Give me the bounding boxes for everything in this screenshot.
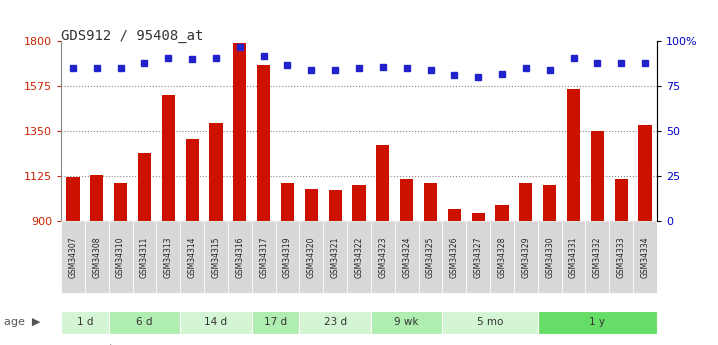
Bar bbox=[567, 89, 580, 221]
Text: GSM34321: GSM34321 bbox=[331, 236, 340, 278]
Text: GSM34325: GSM34325 bbox=[426, 236, 435, 278]
Text: GSM34332: GSM34332 bbox=[593, 236, 602, 278]
Bar bbox=[395, 221, 419, 293]
Bar bbox=[228, 221, 252, 293]
Bar bbox=[85, 221, 108, 293]
Text: GSM34330: GSM34330 bbox=[545, 236, 554, 278]
Bar bbox=[347, 221, 371, 293]
Bar bbox=[561, 221, 585, 293]
Bar bbox=[180, 310, 252, 334]
Bar bbox=[90, 175, 103, 221]
Text: 6 d: 6 d bbox=[136, 317, 153, 327]
Text: GDS912 / 95408_at: GDS912 / 95408_at bbox=[61, 29, 203, 43]
Text: GSM34308: GSM34308 bbox=[93, 236, 101, 278]
Bar bbox=[424, 183, 437, 221]
Bar bbox=[276, 221, 299, 293]
Bar bbox=[371, 310, 442, 334]
Bar bbox=[633, 221, 657, 293]
Bar bbox=[538, 221, 561, 293]
Bar bbox=[442, 221, 466, 293]
Text: 17 d: 17 d bbox=[264, 317, 287, 327]
Bar bbox=[233, 43, 246, 221]
Bar bbox=[304, 189, 318, 221]
Bar bbox=[610, 221, 633, 293]
Bar bbox=[472, 213, 485, 221]
Bar bbox=[538, 310, 657, 334]
Text: GSM34334: GSM34334 bbox=[640, 236, 650, 278]
Text: 1 y: 1 y bbox=[589, 317, 605, 327]
Bar bbox=[490, 221, 514, 293]
Bar bbox=[204, 221, 228, 293]
Bar bbox=[543, 185, 556, 221]
Bar bbox=[61, 221, 85, 293]
Bar bbox=[371, 221, 395, 293]
Bar bbox=[442, 310, 538, 334]
Bar bbox=[376, 145, 389, 221]
Bar bbox=[138, 153, 151, 221]
Text: GSM34333: GSM34333 bbox=[617, 236, 625, 278]
Bar bbox=[400, 179, 414, 221]
Bar bbox=[329, 190, 342, 221]
Bar bbox=[133, 221, 157, 293]
Bar bbox=[66, 177, 80, 221]
Text: GSM34307: GSM34307 bbox=[68, 236, 78, 278]
Bar bbox=[299, 221, 323, 293]
Bar bbox=[61, 310, 108, 334]
Bar bbox=[252, 221, 276, 293]
Text: GSM34331: GSM34331 bbox=[569, 236, 578, 278]
Bar bbox=[108, 310, 180, 334]
Text: GSM34327: GSM34327 bbox=[474, 236, 482, 278]
Bar bbox=[585, 221, 610, 293]
Text: GSM34326: GSM34326 bbox=[450, 236, 459, 278]
Text: GSM34310: GSM34310 bbox=[116, 236, 125, 278]
Text: GSM34315: GSM34315 bbox=[212, 236, 220, 278]
Text: GSM34313: GSM34313 bbox=[164, 236, 173, 278]
Text: GSM34314: GSM34314 bbox=[187, 236, 197, 278]
Text: 14 d: 14 d bbox=[205, 317, 228, 327]
Bar bbox=[162, 95, 175, 221]
Bar bbox=[157, 221, 180, 293]
Bar bbox=[210, 123, 223, 221]
Text: 9 wk: 9 wk bbox=[394, 317, 419, 327]
Bar bbox=[323, 221, 347, 293]
Text: count: count bbox=[82, 344, 113, 345]
Bar bbox=[514, 221, 538, 293]
Bar bbox=[108, 221, 133, 293]
Text: 5 mo: 5 mo bbox=[477, 317, 503, 327]
Text: GSM34316: GSM34316 bbox=[236, 236, 244, 278]
Bar bbox=[252, 310, 299, 334]
Text: GSM34323: GSM34323 bbox=[378, 236, 387, 278]
Bar bbox=[495, 205, 508, 221]
Text: GSM34317: GSM34317 bbox=[259, 236, 268, 278]
Text: GSM34319: GSM34319 bbox=[283, 236, 292, 278]
Bar bbox=[353, 185, 365, 221]
Text: GSM34322: GSM34322 bbox=[355, 236, 363, 278]
Text: GSM34320: GSM34320 bbox=[307, 236, 316, 278]
Bar bbox=[519, 183, 533, 221]
Text: GSM34328: GSM34328 bbox=[498, 236, 506, 278]
Bar bbox=[185, 139, 199, 221]
Text: GSM34324: GSM34324 bbox=[402, 236, 411, 278]
Text: age  ▶: age ▶ bbox=[4, 317, 40, 327]
Text: 23 d: 23 d bbox=[324, 317, 347, 327]
Text: GSM34311: GSM34311 bbox=[140, 236, 149, 278]
Bar bbox=[419, 221, 442, 293]
Text: GSM34329: GSM34329 bbox=[521, 236, 531, 278]
Bar bbox=[615, 179, 628, 221]
Bar bbox=[281, 183, 294, 221]
Bar bbox=[448, 209, 461, 221]
Bar bbox=[114, 183, 127, 221]
Bar bbox=[591, 131, 604, 221]
Bar bbox=[257, 65, 270, 221]
Bar bbox=[299, 310, 371, 334]
Text: 1 d: 1 d bbox=[77, 317, 93, 327]
Bar bbox=[638, 125, 652, 221]
Bar bbox=[466, 221, 490, 293]
Bar bbox=[180, 221, 204, 293]
